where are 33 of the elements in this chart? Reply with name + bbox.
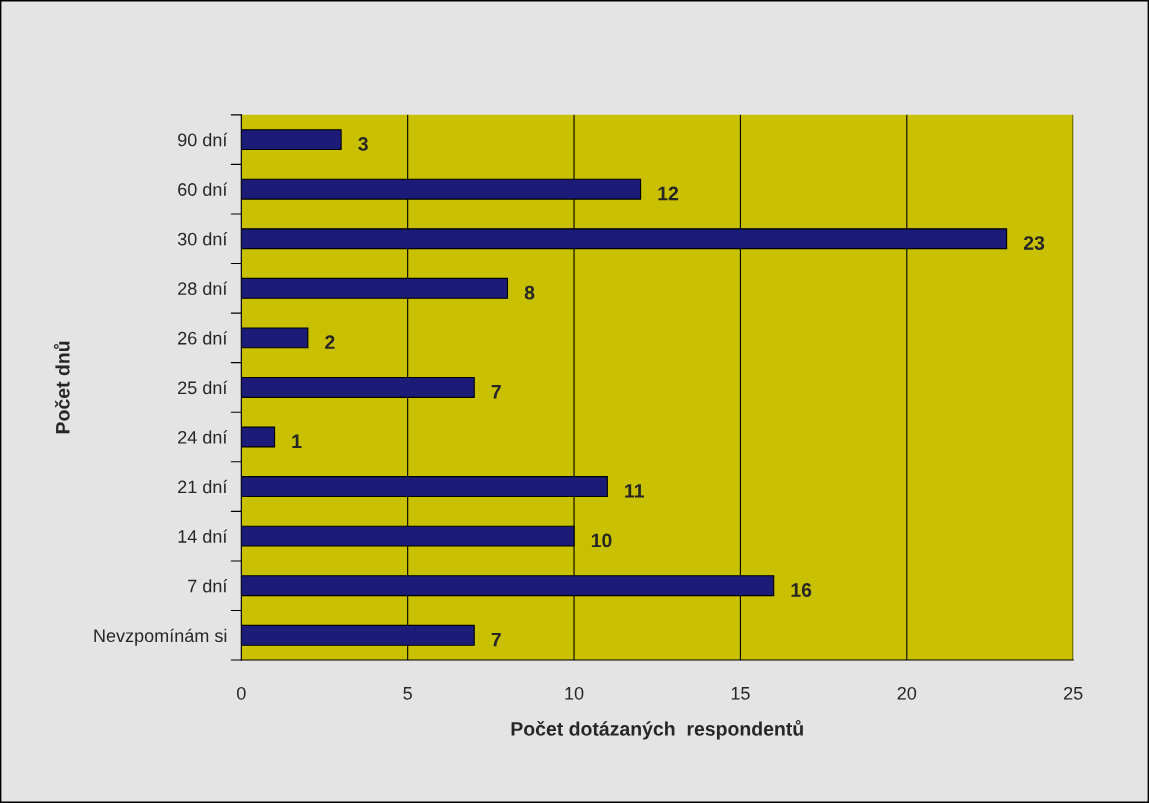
x-tick-label: 10 <box>565 686 584 700</box>
data-label: 12 <box>658 186 679 201</box>
y-tick-label: 60 dní <box>178 182 228 196</box>
y-tick-label: 30 dní <box>177 231 228 246</box>
y-tick-label: 14 dní <box>178 529 228 543</box>
x-tick-label: 15 <box>731 687 750 700</box>
x-tick-label: 25 <box>1064 686 1083 700</box>
y-tick-label: 90 dní <box>178 132 228 147</box>
data-label: 10 <box>591 533 612 548</box>
x-axis-title: Počet dotázaných respondentů <box>511 719 803 740</box>
data-label: 1 <box>292 434 302 448</box>
y-axis-title: Počet dnů <box>53 341 70 434</box>
y-tick-label: 24 dní <box>178 430 228 444</box>
x-tick-label: 5 <box>403 687 412 700</box>
bar <box>241 129 342 151</box>
data-label: 2 <box>325 335 335 349</box>
data-label: 7 <box>491 385 501 399</box>
y-tick-label: 21 dní <box>178 479 228 494</box>
data-label: 3 <box>358 137 368 151</box>
bar <box>241 426 276 448</box>
x-tick-label: 20 <box>897 686 917 700</box>
y-tick-label: 26 dní <box>178 331 228 345</box>
y-tick-label: 28 dní <box>178 281 228 296</box>
y-tick-label: Nevzpomínám si <box>94 628 227 646</box>
data-label: 7 <box>491 632 501 647</box>
bar <box>241 327 309 349</box>
x-tick-label: 0 <box>236 686 246 700</box>
y-tick-label: 7 dní <box>188 578 228 593</box>
data-label: 16 <box>791 583 812 597</box>
data-label: 8 <box>524 285 535 300</box>
data-label: 23 <box>1023 236 1045 250</box>
data-label: 11 <box>625 484 644 498</box>
y-tick-label: 25 dní <box>178 380 228 395</box>
